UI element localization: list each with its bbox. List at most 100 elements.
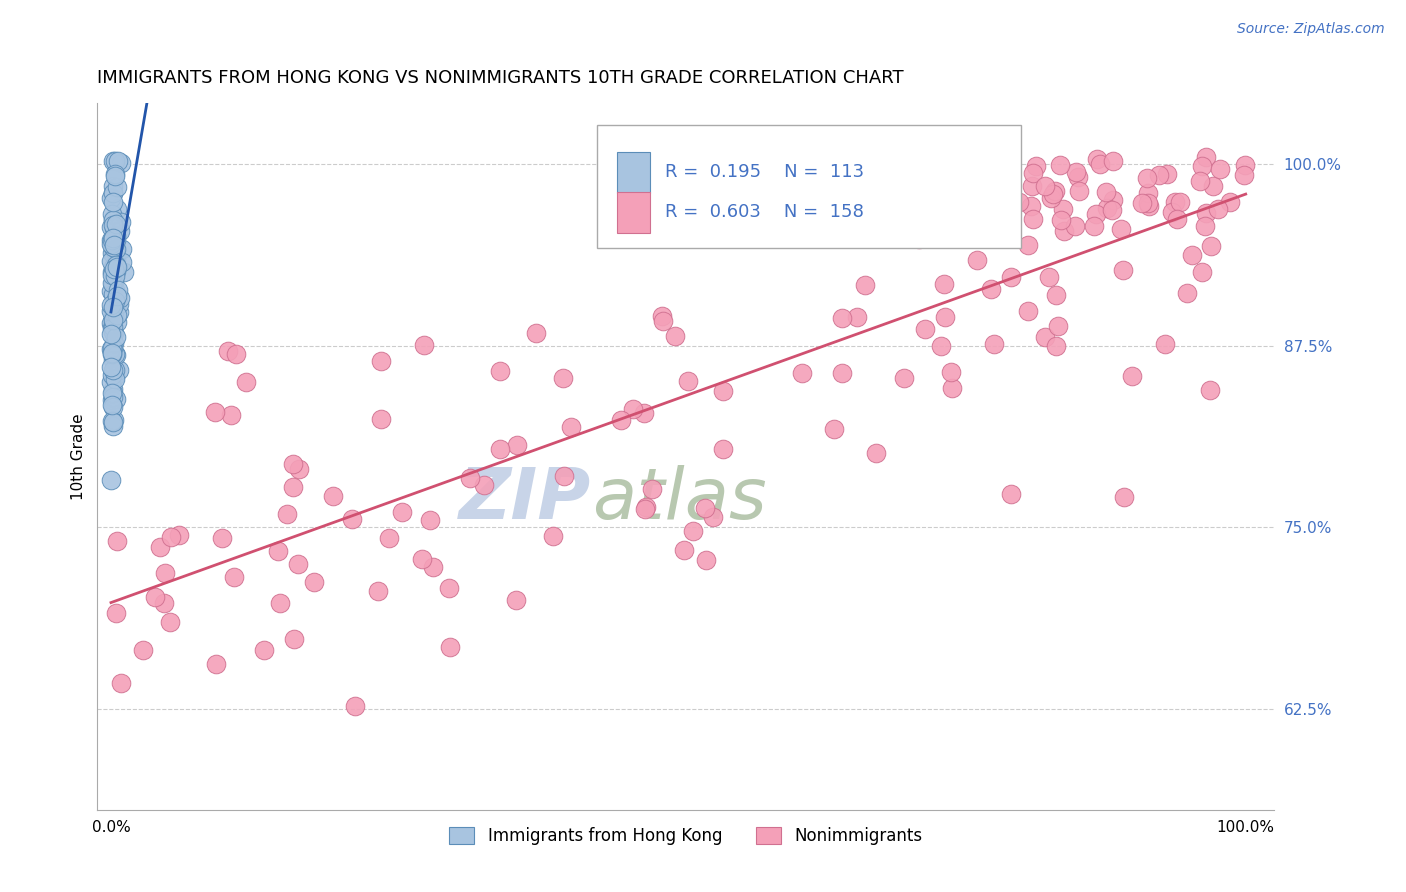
Point <box>287 558 309 572</box>
Point <box>1191 265 1213 279</box>
Point <box>1114 490 1136 504</box>
Point <box>101 244 124 259</box>
Point <box>104 167 127 181</box>
Point <box>160 530 183 544</box>
Point <box>100 297 122 311</box>
Point <box>103 273 125 287</box>
Point <box>269 596 291 610</box>
Point <box>966 253 988 268</box>
Point <box>1189 174 1212 188</box>
Point <box>934 310 956 325</box>
Point <box>1050 212 1073 227</box>
Point <box>651 314 673 328</box>
Point <box>107 154 129 169</box>
Point <box>104 154 127 169</box>
Point <box>101 341 124 355</box>
Point <box>100 359 122 374</box>
Point <box>283 632 305 646</box>
Point <box>101 178 124 193</box>
Point <box>1045 338 1067 352</box>
Point <box>853 278 876 293</box>
Point <box>103 186 125 200</box>
Point <box>932 277 955 291</box>
Point <box>167 528 190 542</box>
Point <box>553 371 575 385</box>
Point <box>101 398 124 412</box>
Point <box>1053 224 1076 238</box>
Point <box>101 325 124 339</box>
Point <box>1021 178 1043 193</box>
Point <box>322 489 344 503</box>
Point <box>553 469 575 483</box>
Point <box>110 676 132 690</box>
Point <box>105 202 128 216</box>
Point <box>792 366 814 380</box>
Point <box>104 368 127 383</box>
Point <box>1175 286 1198 301</box>
Point <box>846 310 869 325</box>
Point <box>908 232 931 246</box>
Point <box>101 386 124 401</box>
Point <box>1022 212 1045 227</box>
Point <box>1083 219 1105 233</box>
Point <box>1154 337 1177 351</box>
Point <box>370 354 392 368</box>
Point <box>105 260 128 274</box>
Point <box>100 473 122 487</box>
Point <box>1090 157 1112 171</box>
Point <box>101 212 124 227</box>
Point <box>506 437 529 451</box>
Point <box>101 237 124 252</box>
Point <box>914 322 936 336</box>
Point <box>1130 196 1153 211</box>
Point <box>101 236 124 251</box>
Point <box>343 698 366 713</box>
Point <box>100 393 122 408</box>
Point <box>1112 263 1135 277</box>
Point <box>634 501 657 516</box>
Point <box>367 584 389 599</box>
Point <box>489 442 512 456</box>
Point <box>108 296 131 310</box>
Point <box>101 321 124 335</box>
Point <box>110 243 132 257</box>
Point <box>1045 184 1067 198</box>
Point <box>1022 166 1045 180</box>
Y-axis label: 10th Grade: 10th Grade <box>72 414 86 500</box>
Point <box>101 416 124 430</box>
Point <box>1208 162 1230 177</box>
Point <box>1194 219 1216 234</box>
Point <box>1202 178 1225 193</box>
Point <box>682 524 704 538</box>
Point <box>437 581 460 595</box>
Point <box>104 348 127 362</box>
Point <box>218 343 240 358</box>
Point <box>302 575 325 590</box>
Point <box>1149 168 1171 182</box>
Point <box>101 368 124 383</box>
Point <box>1219 194 1241 209</box>
Point <box>104 264 127 278</box>
Point <box>673 543 696 558</box>
Point <box>108 363 131 377</box>
Point <box>101 363 124 377</box>
Point <box>100 236 122 251</box>
Point <box>107 283 129 297</box>
Point <box>267 544 290 558</box>
Point <box>101 240 124 254</box>
Point <box>524 326 547 340</box>
Point <box>105 252 128 266</box>
Point <box>132 642 155 657</box>
Point <box>1233 168 1256 182</box>
Point <box>1094 186 1116 200</box>
Point <box>153 566 176 581</box>
Point <box>101 342 124 356</box>
Point <box>105 289 128 303</box>
Point <box>1191 159 1213 173</box>
Point <box>100 233 122 247</box>
Point <box>1101 202 1123 217</box>
Point <box>1045 287 1067 301</box>
Point <box>1137 186 1160 201</box>
Point <box>100 327 122 342</box>
Point <box>1095 202 1118 216</box>
